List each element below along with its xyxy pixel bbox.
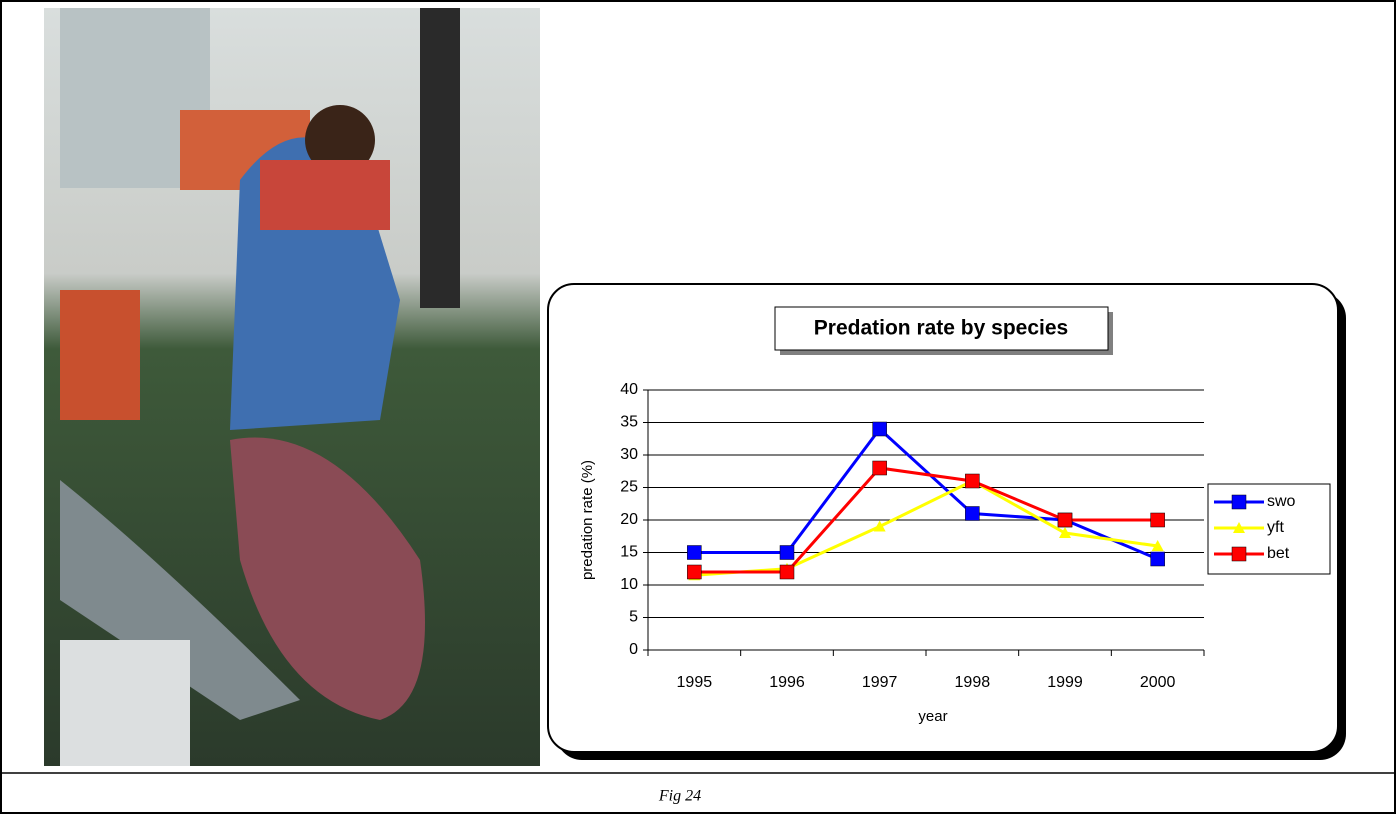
marker: [687, 565, 701, 579]
x-tick-label: 1998: [955, 674, 991, 691]
marker: [1151, 552, 1165, 566]
marker: [873, 422, 887, 436]
caption: Fig 24: [658, 788, 701, 805]
marker: [965, 474, 979, 488]
document: Predation rate by species predation rate…: [0, 0, 1396, 814]
marker: [965, 507, 979, 521]
y-axis-label: predation rate (%): [579, 460, 596, 580]
x-tick-label: 1997: [862, 674, 898, 691]
x-axis-label: year: [918, 708, 947, 725]
legend-label: bet: [1267, 545, 1290, 562]
y-tick-label: 5: [629, 609, 638, 626]
marker: [1232, 547, 1246, 561]
marker: [1151, 513, 1165, 527]
photo: [44, 8, 540, 766]
marker: [1232, 495, 1246, 509]
chart-title: Predation rate by species: [814, 317, 1068, 340]
x-tick-label: 2000: [1140, 674, 1176, 691]
page: Predation rate by species predation rate…: [0, 0, 1396, 814]
marker: [780, 546, 794, 560]
x-tick-label: 1996: [769, 674, 805, 691]
legend-label: yft: [1267, 519, 1284, 536]
y-tick-label: 0: [629, 641, 638, 658]
y-tick-label: 20: [620, 511, 638, 528]
x-tick-label: 1995: [677, 674, 713, 691]
y-tick-label: 40: [620, 381, 638, 398]
chart-panel: Predation rate by species predation rate…: [548, 284, 1346, 760]
y-tick-label: 30: [620, 446, 638, 463]
y-tick-label: 10: [620, 576, 638, 593]
y-tick-label: 25: [620, 479, 638, 496]
marker: [780, 565, 794, 579]
y-tick-label: 15: [620, 544, 638, 561]
marker: [1058, 513, 1072, 527]
y-tick-label: 35: [620, 414, 638, 431]
marker: [687, 546, 701, 560]
marker: [873, 461, 887, 475]
x-tick-label: 1999: [1047, 674, 1083, 691]
legend-label: swo: [1267, 493, 1296, 510]
